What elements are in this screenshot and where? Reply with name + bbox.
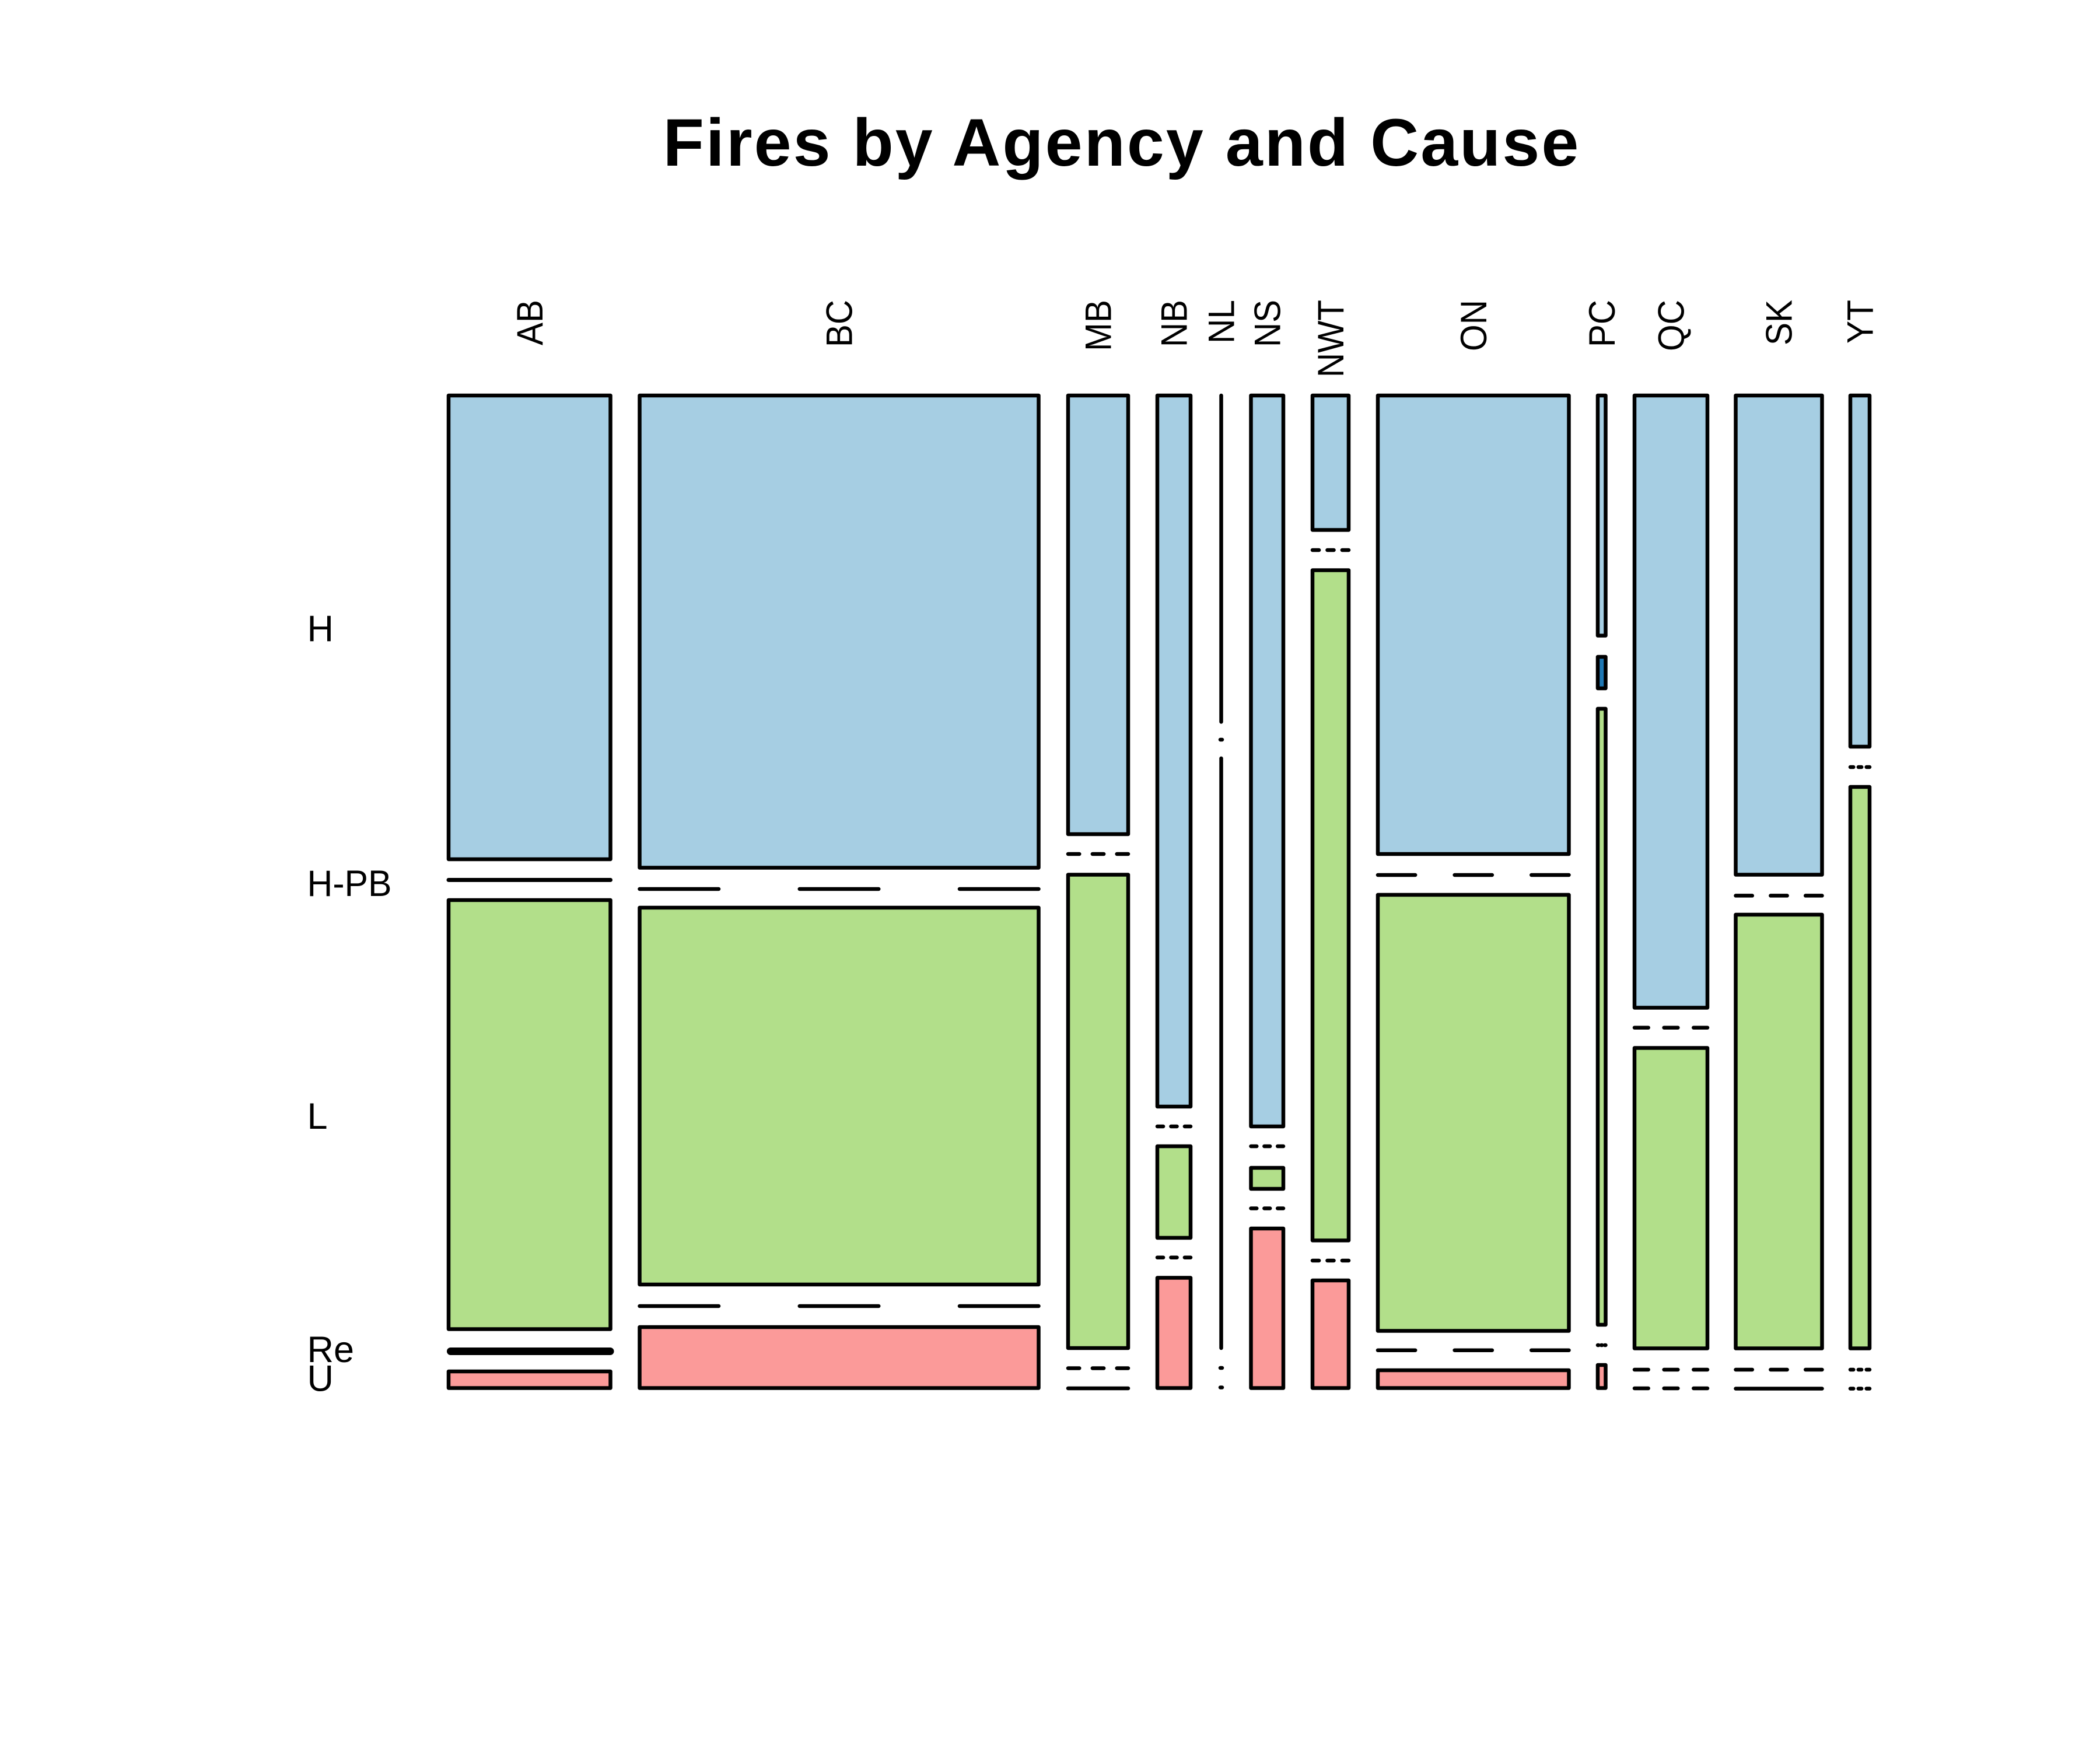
svg-text:YT: YT: [1840, 300, 1881, 344]
svg-text:NB: NB: [1154, 300, 1195, 347]
svg-text:BC: BC: [820, 300, 860, 347]
svg-text:QC: QC: [1651, 300, 1692, 351]
svg-text:NL: NL: [1202, 300, 1242, 344]
svg-text:MB: MB: [1079, 300, 1119, 351]
svg-text:AB: AB: [510, 300, 551, 345]
svg-text:Re: Re: [307, 1329, 355, 1370]
svg-text:H-PB: H-PB: [307, 863, 392, 904]
svg-text:NS: NS: [1247, 300, 1288, 347]
svg-text:ON: ON: [1454, 300, 1494, 351]
svg-text:L: L: [307, 1096, 328, 1137]
svg-text:PC: PC: [1582, 300, 1623, 347]
svg-text:Fires by Agency and Cause: Fires by Agency and Cause: [663, 106, 1581, 180]
svg-text:SK: SK: [1759, 300, 1800, 345]
svg-text:NWT: NWT: [1311, 300, 1352, 377]
svg-text:H: H: [307, 608, 334, 649]
svg-text:U: U: [307, 1359, 334, 1399]
